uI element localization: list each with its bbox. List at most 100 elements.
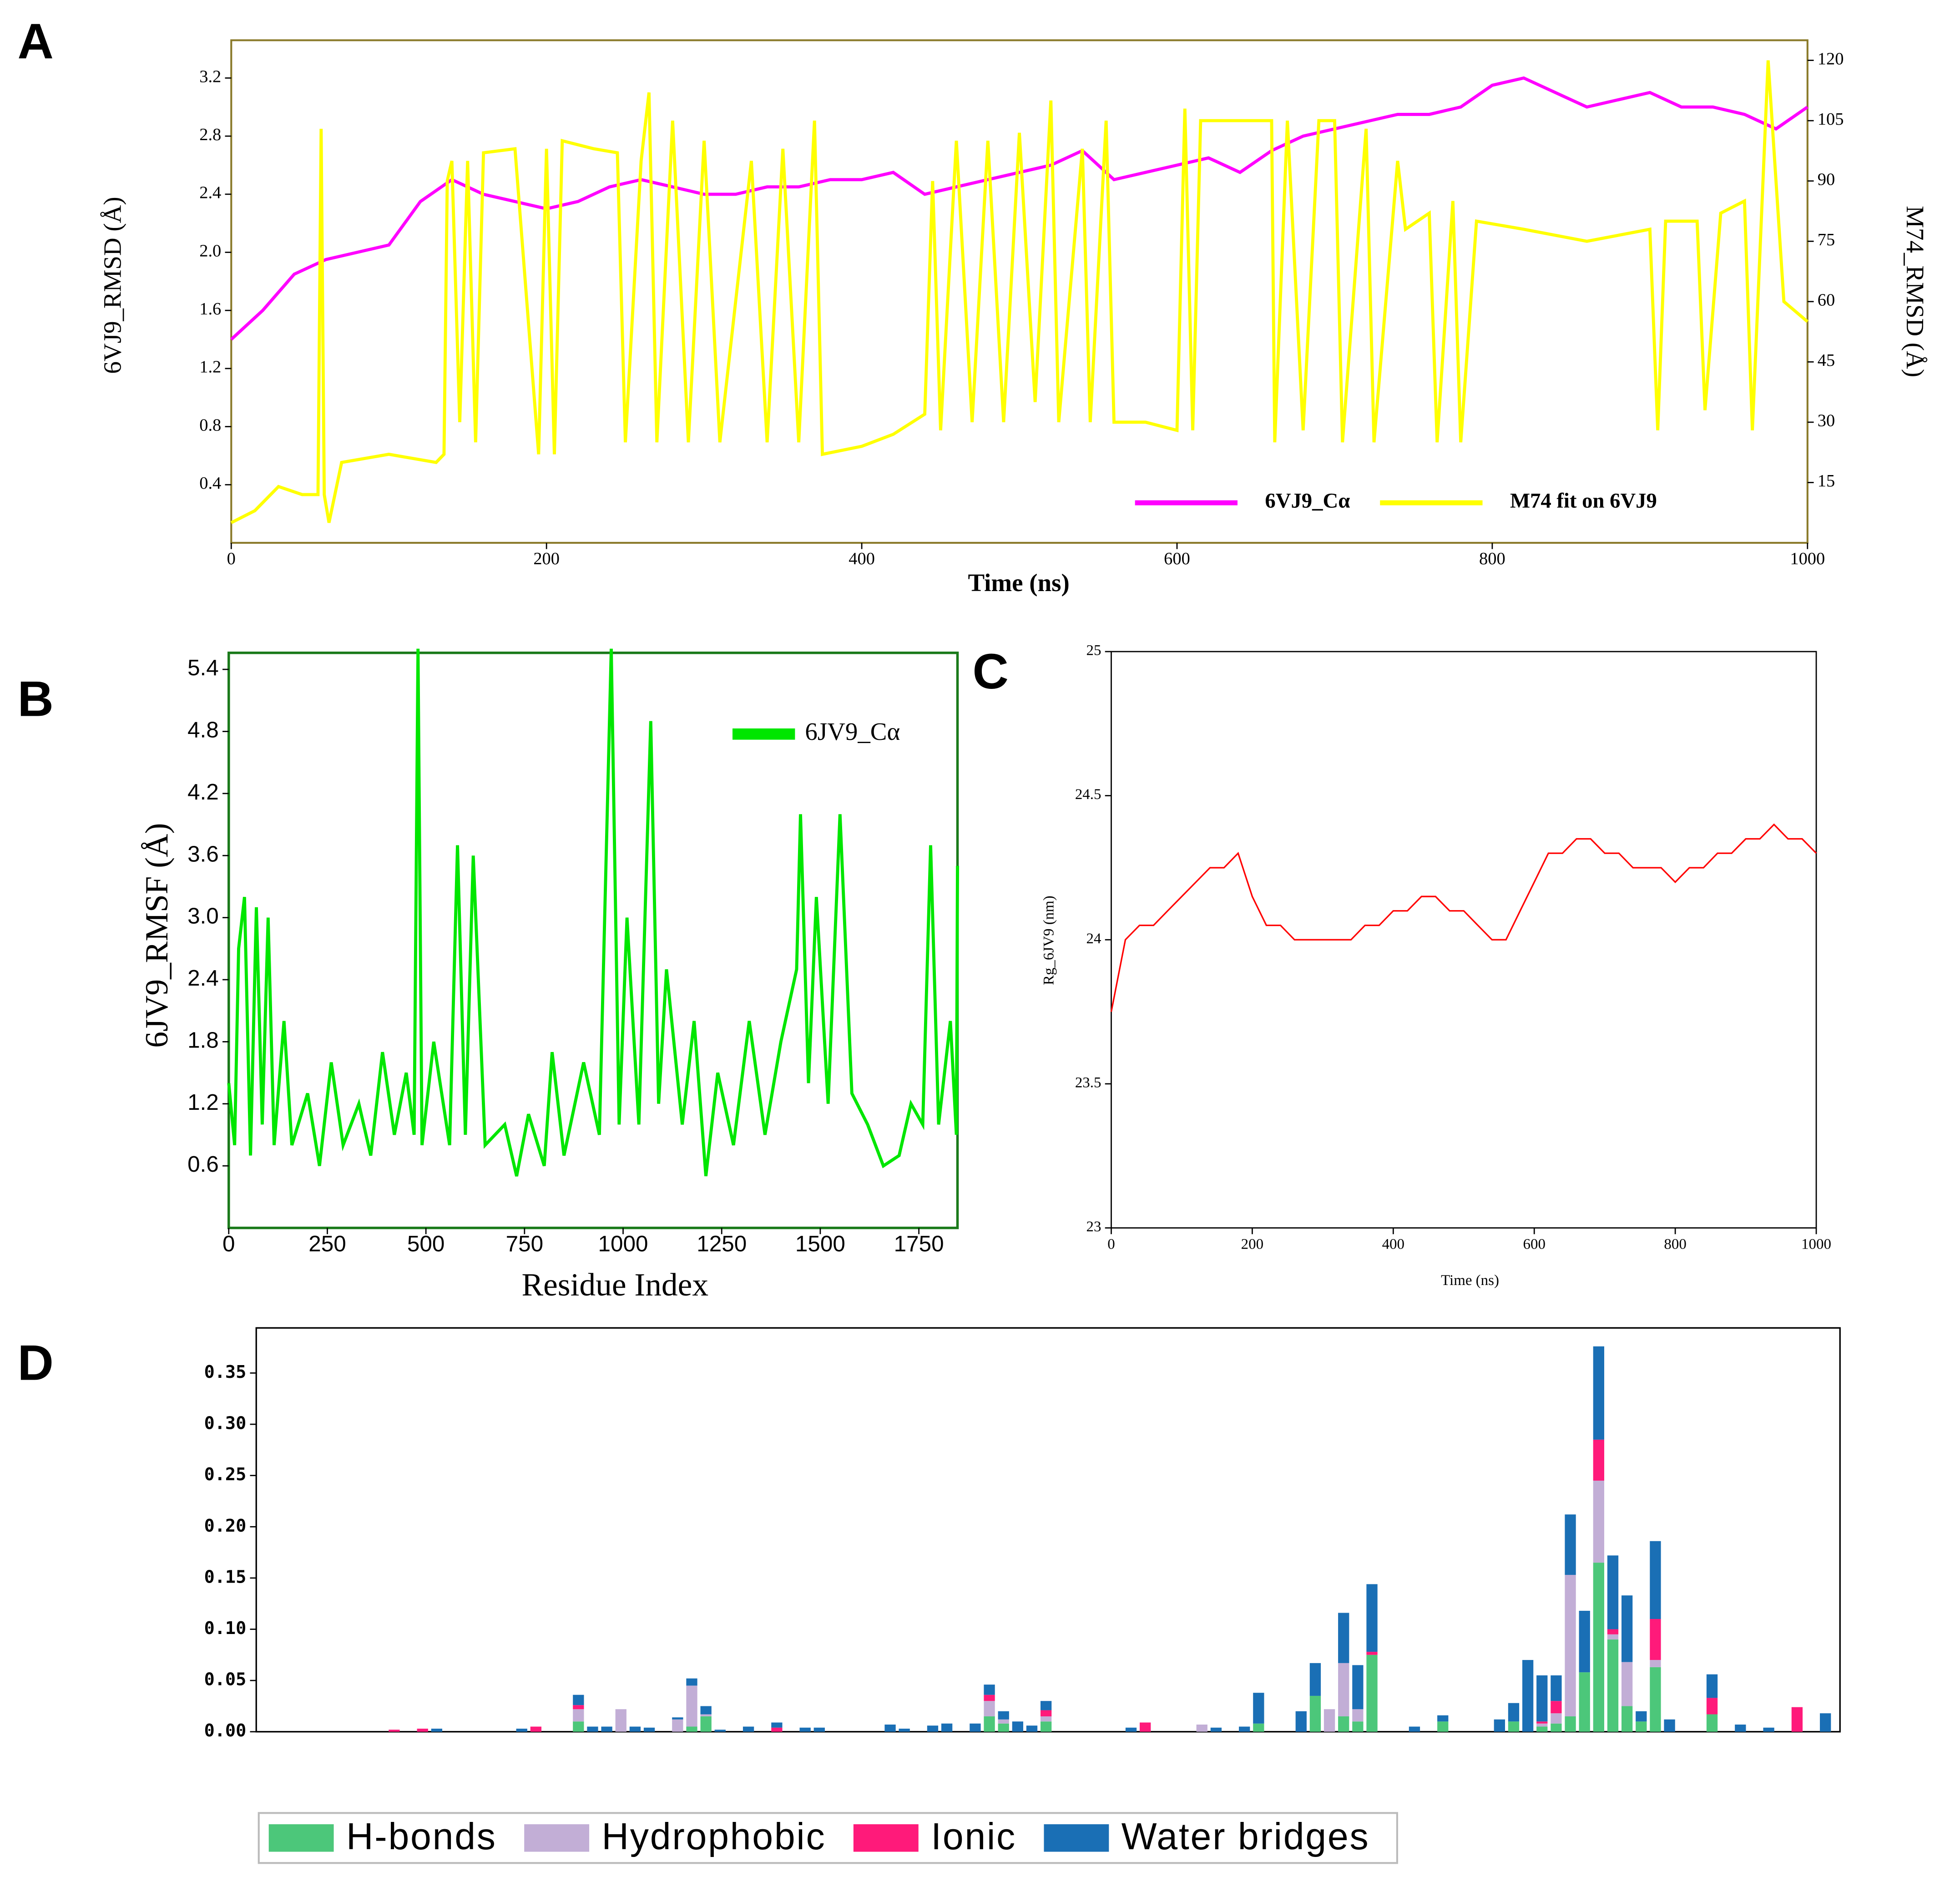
y-tick-label: 1.8 [187, 1027, 219, 1052]
bar-segment [1593, 1346, 1604, 1440]
x-tick-label: 0 [1107, 1236, 1115, 1253]
bar-segment [1309, 1663, 1321, 1696]
y-tick-label: 3.0 [187, 904, 219, 929]
bar-segment [700, 1716, 712, 1732]
legend-swatch [524, 1824, 590, 1852]
bar-segment [1522, 1660, 1534, 1732]
bar-segment [1041, 1721, 1052, 1732]
bar-segment [1650, 1667, 1661, 1732]
bar-segment [1338, 1716, 1349, 1732]
y-tick-label: 23 [1086, 1219, 1101, 1235]
bar-segment [1338, 1613, 1349, 1663]
bar-segment [615, 1709, 626, 1732]
y-tick-label: 24 [1086, 931, 1101, 947]
y-tick-label: 0.15 [204, 1567, 247, 1587]
y-tick-label: 24.5 [1075, 786, 1101, 803]
bar-segment [1366, 1584, 1378, 1652]
x-tick-label: 1000 [1790, 549, 1825, 568]
bar-segment [686, 1726, 697, 1732]
y-tick-label: 0.8 [199, 415, 221, 435]
legend-label: Ionic [931, 1816, 1016, 1857]
bar-segment [1026, 1725, 1038, 1732]
bar-segment [984, 1695, 995, 1701]
y-axis-label: 6JV9_RMSF (Å) [139, 823, 175, 1048]
bar-segment [1565, 1514, 1576, 1575]
bar-segment [771, 1727, 783, 1732]
bar-segment [1579, 1672, 1590, 1732]
bar-segment [1437, 1715, 1449, 1722]
bar-segment [984, 1716, 995, 1732]
y2-tick-label: 30 [1818, 411, 1835, 430]
legend-label: 6JV9_Cα [805, 718, 900, 745]
y-tick-label: 1.2 [199, 358, 221, 377]
bar-segment [1437, 1721, 1449, 1732]
bar-segment [1706, 1714, 1718, 1732]
bar-segment [1309, 1695, 1321, 1732]
data-line [227, 648, 959, 1177]
bar-segment [389, 1730, 400, 1732]
y-tick-label: 2.8 [199, 125, 221, 144]
y-tick-label: 4.8 [187, 718, 219, 743]
bar-segment [1636, 1711, 1647, 1722]
bar-segment [1706, 1698, 1718, 1715]
legend-swatch [268, 1824, 334, 1852]
bar-segment [1352, 1665, 1364, 1710]
bar-segment [984, 1701, 995, 1716]
y-tick-label: 2.0 [199, 241, 221, 260]
x-tick-label: 200 [1241, 1236, 1263, 1253]
bar-segment [1210, 1727, 1222, 1732]
y-tick-label: 4.2 [187, 779, 219, 804]
bar-segment [573, 1695, 584, 1705]
bar-segment [1352, 1709, 1364, 1722]
y-tick-label: 1.6 [199, 299, 221, 319]
y-tick-label: 0.20 [204, 1516, 247, 1536]
legend-label: H-bonds [346, 1816, 497, 1857]
legend-swatch [853, 1824, 919, 1852]
legend-label: M74 fit on 6VJ9 [1510, 489, 1657, 513]
y-tick-label: 0.4 [199, 474, 221, 493]
y-axis-label: 6VJ9_RMSD (Å) [98, 197, 126, 374]
data-line [1110, 823, 1817, 1012]
y-tick-label: 3.6 [187, 841, 219, 866]
bar-segment [1253, 1693, 1264, 1724]
bar-segment [941, 1723, 953, 1732]
x-tick-label: 250 [308, 1231, 346, 1256]
y-tick-label: 0.05 [204, 1670, 247, 1690]
legend-label: Water bridges [1121, 1816, 1370, 1857]
bar-segment [998, 1723, 1009, 1732]
bar-segment [686, 1685, 697, 1727]
bar-segment [1551, 1723, 1562, 1732]
bar-segment [899, 1729, 910, 1732]
y-tick-label: 1.2 [187, 1090, 219, 1115]
bar-segment [1593, 1563, 1604, 1732]
y-tick-label: 23.5 [1075, 1074, 1101, 1091]
bar-segment [1636, 1721, 1647, 1732]
y-tick-label: 3.2 [199, 67, 221, 86]
bar-segment [1607, 1639, 1619, 1732]
panel-letter: D [17, 1336, 53, 1391]
bar-segment [417, 1729, 428, 1732]
y2-tick-label: 15 [1818, 471, 1835, 491]
bar-segment [1706, 1674, 1718, 1698]
x-tick-label: 400 [849, 549, 875, 568]
y-tick-label: 2.4 [199, 183, 221, 202]
bar-segment [743, 1726, 754, 1732]
bar-segment [984, 1685, 995, 1695]
legend-box [258, 1812, 1398, 1864]
y-tick-label: 0.25 [204, 1464, 247, 1485]
y-tick-label: 25 [1086, 643, 1101, 659]
bar-segment [1607, 1634, 1619, 1640]
bar-segment [1295, 1711, 1307, 1732]
bar-segment [1593, 1439, 1604, 1481]
bar-segment [1763, 1727, 1774, 1732]
bar-segment [530, 1726, 542, 1732]
bar-segment [700, 1714, 712, 1716]
panel-letter: C [973, 644, 1009, 699]
bar-segment [516, 1729, 527, 1732]
y2-tick-label: 60 [1818, 291, 1835, 310]
x-tick-label: 800 [1664, 1236, 1686, 1253]
y-tick-label: 0.30 [204, 1413, 247, 1434]
bar-segment [1650, 1660, 1661, 1667]
bar-segment [1650, 1619, 1661, 1660]
bar-segment [1041, 1710, 1052, 1716]
